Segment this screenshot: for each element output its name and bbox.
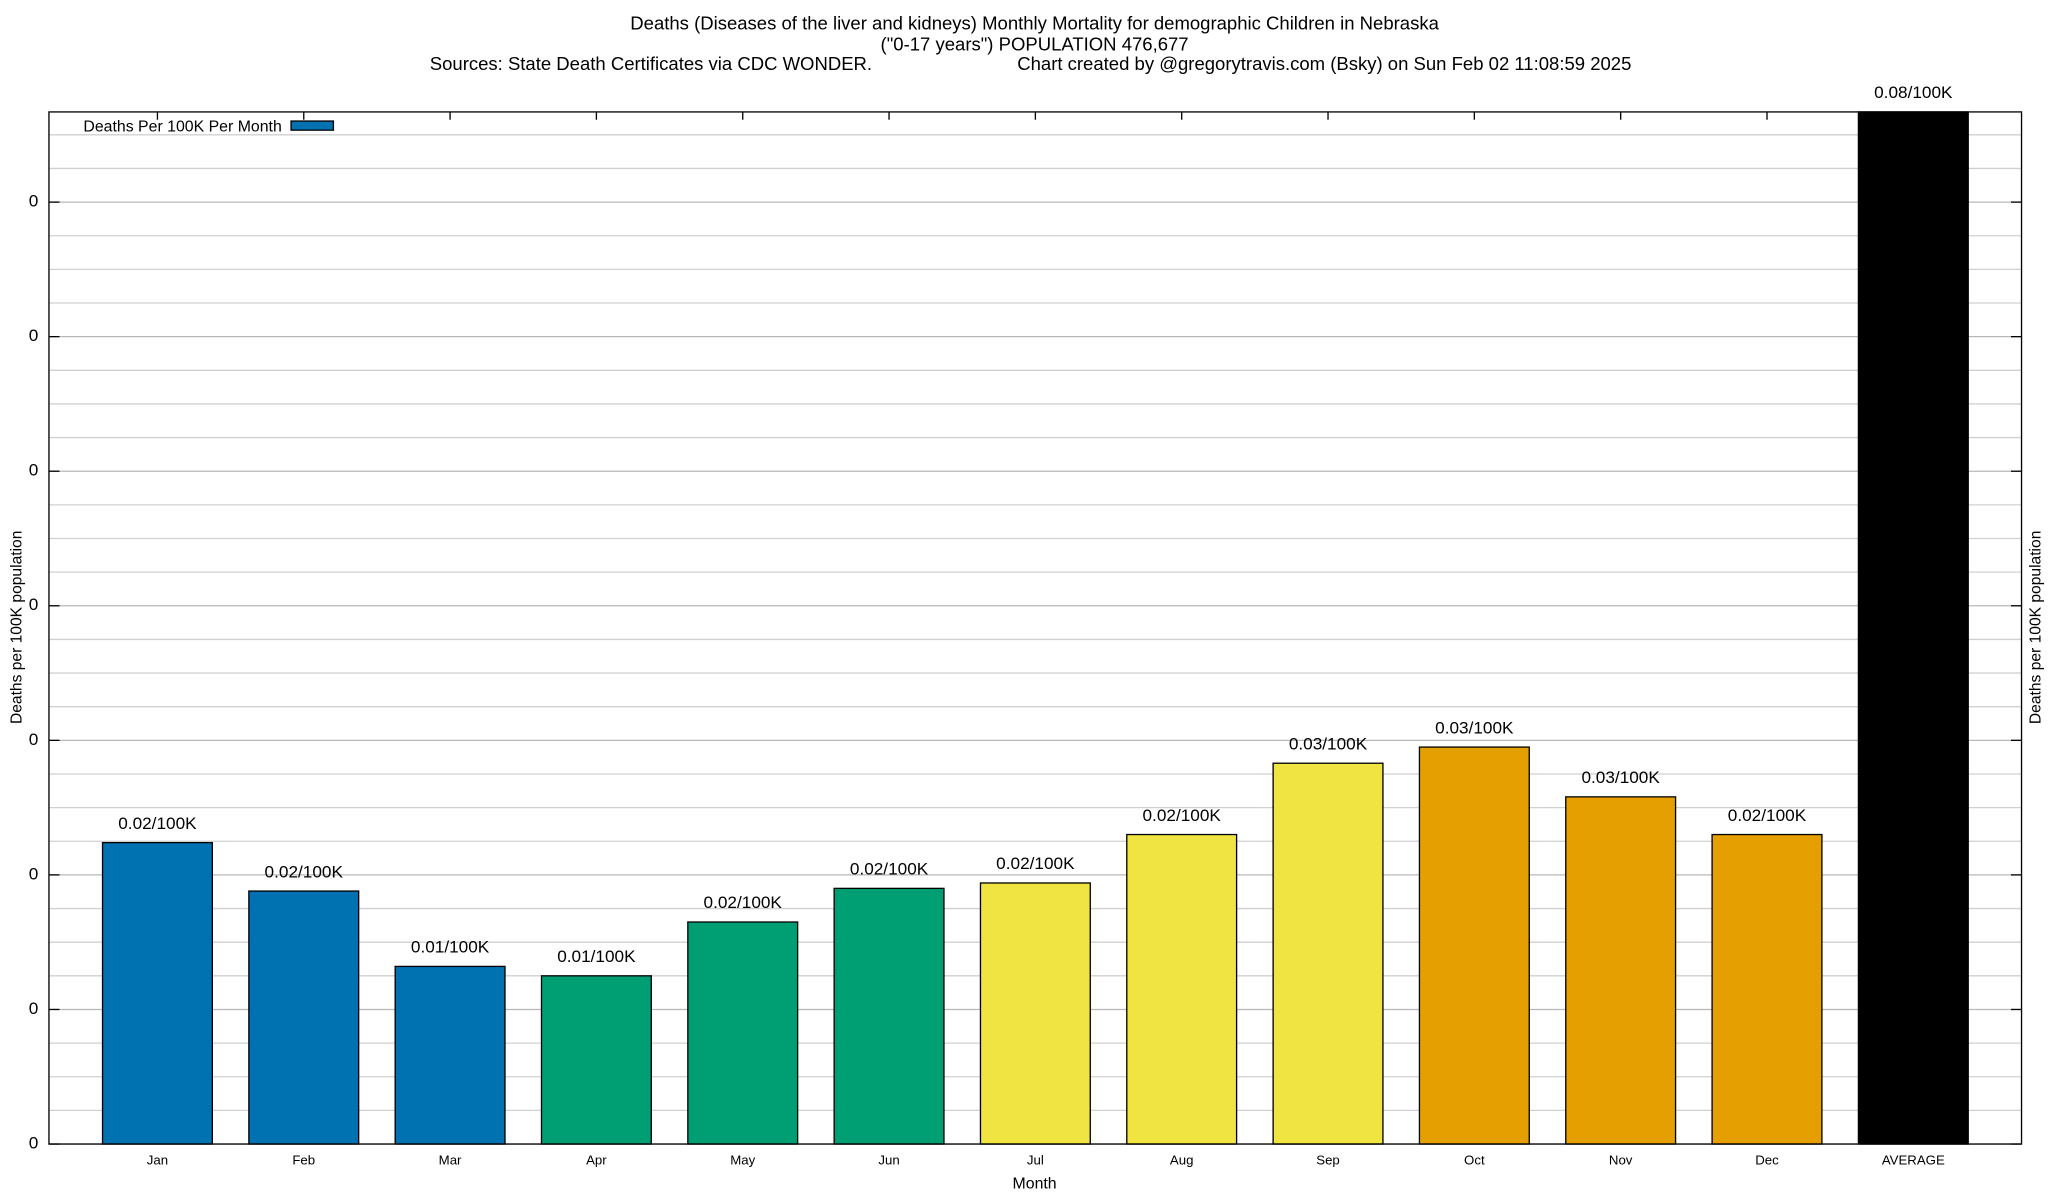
x-axis-label: Month xyxy=(1013,1176,1057,1193)
y-tick-label: 0 xyxy=(29,999,39,1018)
bar xyxy=(687,921,799,1145)
legend-swatch xyxy=(290,120,335,131)
x-tick-label: Sep xyxy=(1316,1152,1340,1167)
x-tick-label: Aug xyxy=(1170,1152,1194,1167)
value-label: 0.02/100K xyxy=(996,854,1075,873)
plot-frame xyxy=(48,111,2023,1145)
bar xyxy=(248,890,360,1145)
bar xyxy=(979,882,1091,1145)
y2-axis-label: Deaths per 100K population xyxy=(2027,531,2044,724)
y-tick-label: 0 xyxy=(29,192,39,211)
y-tick-label: 0 xyxy=(29,461,39,480)
value-label: 0.02/100K xyxy=(1728,806,1807,825)
bar xyxy=(1857,111,1969,1145)
value-label: 0.02/100K xyxy=(850,860,929,879)
value-label: 0.02/100K xyxy=(265,862,344,881)
x-tick-label: Jun xyxy=(878,1152,899,1167)
credit: Chart created by @gregorytravis.com (Bsk… xyxy=(1017,53,1631,74)
bar xyxy=(1565,796,1677,1145)
value-label: 0.01/100K xyxy=(557,947,636,966)
y-tick-label: 0 xyxy=(29,326,39,345)
bar xyxy=(1418,746,1530,1145)
chart-title: Deaths (Diseases of the liver and kidney… xyxy=(630,13,1439,34)
x-tick-label: Jul xyxy=(1027,1152,1044,1167)
x-tick-label: Nov xyxy=(1609,1152,1633,1167)
value-label: 0.01/100K xyxy=(411,938,490,957)
value-label: 0.03/100K xyxy=(1289,735,1368,754)
y-axis-label: Deaths per 100K population xyxy=(8,531,25,724)
value-label: 0.02/100K xyxy=(704,893,783,912)
y-tick-label: 0 xyxy=(29,864,39,883)
bar xyxy=(101,841,214,1145)
bar xyxy=(1711,833,1823,1145)
x-tick-label: Oct xyxy=(1464,1152,1485,1167)
value-label: 0.02/100K xyxy=(118,814,197,833)
chart-subtitle: ("0-17 years") POPULATION 476,677 xyxy=(881,34,1189,55)
y-tick-label: 0 xyxy=(29,1134,39,1153)
x-tick-label: Dec xyxy=(1755,1152,1779,1167)
y-tick-label: 0 xyxy=(29,730,39,749)
bar xyxy=(1126,833,1238,1145)
bar xyxy=(1272,762,1384,1145)
x-tick-label: May xyxy=(730,1152,755,1167)
x-tick-label: AVERAGE xyxy=(1882,1152,1945,1167)
value-label: 0.03/100K xyxy=(1581,768,1660,787)
value-label: 0.08/100K xyxy=(1874,83,1953,102)
x-tick-label: Apr xyxy=(586,1152,607,1167)
value-label: 0.03/100K xyxy=(1435,718,1514,737)
bar xyxy=(833,887,945,1145)
value-label: 0.02/100K xyxy=(1143,806,1222,825)
legend-label: Deaths Per 100K Per Month xyxy=(83,119,281,136)
x-tick-label: Mar xyxy=(439,1152,462,1167)
y-tick-label: 0 xyxy=(29,595,39,614)
source: Sources: State Death Certificates via CD… xyxy=(430,53,872,74)
bar xyxy=(540,975,652,1145)
bar xyxy=(394,965,506,1145)
x-tick-label: Feb xyxy=(292,1152,315,1167)
x-tick-label: Jan xyxy=(147,1152,168,1167)
